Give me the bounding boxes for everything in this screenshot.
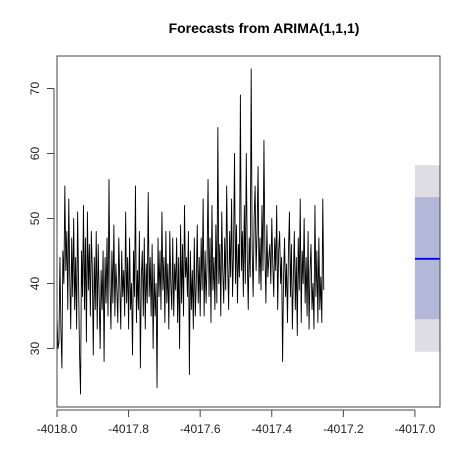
x-tick-label: -4017.2 <box>323 422 364 436</box>
observed-line <box>56 68 325 395</box>
y-axis: 30 40 50 60 70 <box>28 82 55 356</box>
y-tick-label: 30 <box>28 342 42 356</box>
x-tick-label: -4017.6 <box>180 422 221 436</box>
x-tick-label: -4017.4 <box>251 422 292 436</box>
y-tick-label: 60 <box>28 147 42 161</box>
observed-series <box>56 68 325 395</box>
y-tick-label: 50 <box>28 212 42 226</box>
x-tick-label: -4018.0 <box>37 422 78 436</box>
chart-title: Forecasts from ARIMA(1,1,1) <box>169 20 360 36</box>
plot-frame <box>56 55 441 408</box>
y-tick-label: 40 <box>28 277 42 291</box>
x-axis: -4018.0 -4017.8 -4017.6 -4017.4 -4017.2 -4017… <box>37 409 436 436</box>
x-tick-label: -4017.8 <box>108 422 149 436</box>
x-tick-label: -4017.0 <box>395 422 436 436</box>
y-tick-label: 70 <box>28 82 42 96</box>
